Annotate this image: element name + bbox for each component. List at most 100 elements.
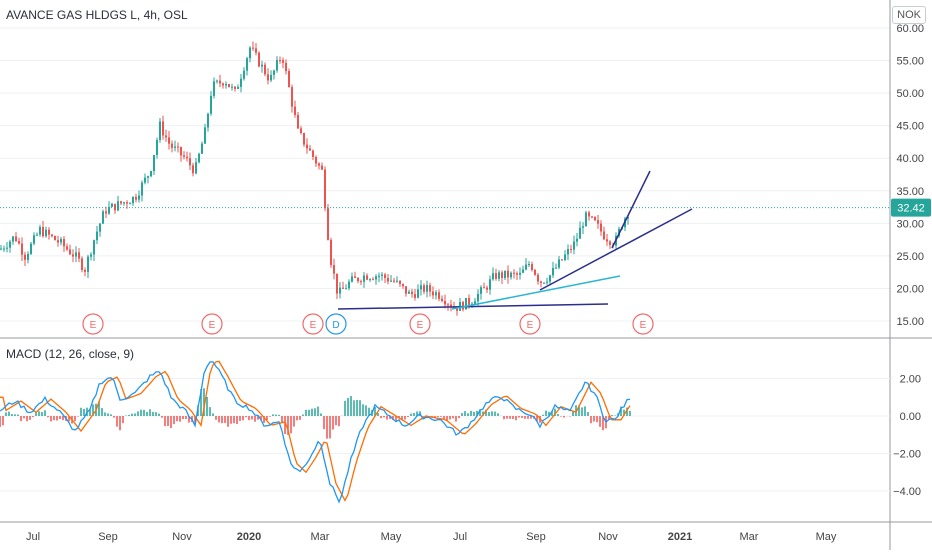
candle-body	[183, 155, 185, 157]
candle-body	[201, 143, 203, 154]
candle-body	[288, 71, 290, 88]
candle-body	[582, 226, 584, 228]
candle-body	[228, 83, 230, 88]
candle-body	[342, 287, 344, 289]
candle-body	[231, 86, 233, 88]
candle-body	[603, 231, 605, 240]
candle-body	[435, 292, 437, 296]
candle-body	[564, 254, 566, 260]
candle-body	[495, 273, 497, 279]
candle-body	[186, 156, 188, 159]
price-tick-label: 30.00	[896, 218, 924, 230]
candle-body	[195, 162, 197, 174]
candle-body	[84, 269, 86, 272]
candle-body	[465, 298, 467, 310]
candle-body	[594, 217, 596, 221]
candle-body	[468, 298, 470, 305]
candle-body	[408, 291, 410, 294]
candle-body	[540, 281, 542, 283]
candle-body	[15, 236, 17, 242]
trendline-support[interactable]	[337, 303, 609, 310]
candle-body	[585, 212, 587, 227]
candle-body	[396, 280, 398, 282]
time-axis-label: Jul	[26, 531, 40, 543]
macd-tick-label: 2.00	[900, 374, 921, 386]
candle-body	[441, 298, 443, 301]
candle-body	[150, 171, 152, 177]
currency-badge[interactable]: NOK	[892, 6, 926, 24]
candle-body	[381, 274, 383, 276]
trendline-upper[interactable]	[539, 208, 693, 291]
candle-body	[489, 279, 491, 290]
candle-body	[555, 267, 557, 269]
candle-body	[498, 272, 500, 279]
candle-body	[273, 70, 275, 75]
candle-body	[321, 165, 323, 170]
event-marker[interactable]	[409, 313, 431, 335]
candle-body	[99, 223, 101, 232]
candle-body	[471, 303, 473, 305]
event-marker-label: E	[90, 320, 97, 331]
event-marker[interactable]	[302, 313, 324, 335]
candle-body	[477, 293, 479, 302]
event-marker[interactable]	[632, 313, 654, 335]
candle-body	[591, 216, 593, 218]
candle-body	[264, 64, 266, 75]
event-marker[interactable]	[201, 313, 223, 335]
event-marker[interactable]	[82, 313, 104, 335]
candle-body	[222, 83, 224, 86]
candle-body	[597, 220, 599, 224]
candle-body	[546, 281, 548, 283]
candle-body	[372, 279, 374, 281]
price-tick-label: 35.00	[896, 186, 924, 198]
candle-body	[285, 62, 287, 72]
candle-body	[207, 113, 209, 128]
price-tick-label: 15.00	[896, 316, 924, 328]
trendline-mid[interactable]	[451, 275, 621, 310]
candle-body	[405, 286, 407, 294]
candle-body	[249, 47, 251, 59]
candle-body	[579, 227, 581, 239]
candle-body	[12, 236, 14, 242]
event-marker[interactable]	[325, 313, 347, 335]
time-axis-label: May	[381, 531, 402, 543]
candle-body	[570, 248, 572, 250]
candle-body	[588, 212, 590, 217]
candle-body	[573, 241, 575, 250]
time-axis-label: 2021	[668, 531, 692, 543]
candle-body	[399, 280, 401, 284]
time-axis-label: Sep	[98, 531, 118, 543]
candle-body	[168, 137, 170, 144]
candle-body	[534, 269, 536, 275]
candle-body	[363, 275, 365, 282]
candle-body	[369, 279, 371, 281]
candle-body	[309, 148, 311, 151]
candle-body	[60, 238, 62, 243]
price-tick-label: 45.00	[896, 121, 924, 133]
candle-body	[348, 281, 350, 289]
price-tick-label: 20.00	[896, 283, 924, 295]
candle-body	[552, 267, 554, 276]
candle-body	[69, 249, 71, 255]
candle-body	[423, 285, 425, 292]
event-marker-label: D	[332, 320, 339, 331]
event-marker[interactable]	[519, 313, 541, 335]
candle-body	[558, 259, 560, 268]
candle-body	[117, 201, 119, 211]
candle-body	[267, 74, 269, 81]
candle-body	[153, 155, 155, 172]
candle-body	[543, 282, 545, 284]
candle-body	[105, 211, 107, 214]
candle-body	[315, 156, 317, 164]
candle-body	[306, 144, 308, 149]
trendline-steep[interactable]	[611, 170, 651, 249]
candle-body	[9, 241, 11, 248]
candle-body	[240, 78, 242, 87]
candle-body	[528, 264, 530, 266]
time-axis-label: Sep	[526, 531, 546, 543]
candle-body	[300, 128, 302, 134]
candle-body	[384, 274, 386, 278]
candle-body	[567, 248, 569, 255]
